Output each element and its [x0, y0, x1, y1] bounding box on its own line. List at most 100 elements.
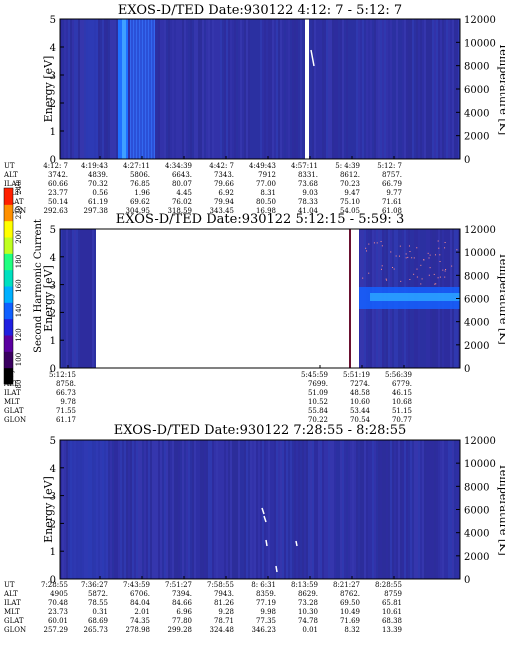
chart-panel-3: 0 1 2 3 4 5 0 2000 4000 6000 8000 10000 12000 Energy …: [3, 423, 505, 634]
spectrogram-stripe: [186, 19, 188, 159]
spectrogram-stripe: [290, 19, 292, 159]
spectrogram-stripe: [202, 440, 204, 579]
table-cell: 8:21:27: [333, 581, 360, 589]
spectrogram-stripe: [174, 440, 176, 579]
noise-dot: [376, 242, 378, 244]
spectrogram-stripe: [432, 440, 434, 579]
spectrogram-stripe: [320, 19, 322, 159]
spectrogram-stripe: [66, 229, 68, 368]
spectrogram-stripe: [266, 19, 268, 159]
right-y-tick-label: 10000: [464, 459, 496, 470]
spectrogram-stripe: [74, 229, 76, 368]
table-row-label: ALT: [3, 171, 18, 179]
spectrogram-stripe: [416, 19, 418, 159]
table-cell: 68.69: [88, 617, 108, 625]
table-cell: 50.14: [48, 198, 69, 206]
table-cell: 80.50: [256, 198, 276, 206]
spectrogram-stripe: [62, 19, 64, 159]
spectrogram-stripe: [450, 440, 452, 579]
spectrogram-stripe: [216, 440, 218, 579]
spectrogram-stripe: [68, 229, 70, 368]
colorbar-segment: [4, 220, 13, 238]
spectrogram-stripe: [326, 19, 328, 159]
spectrogram-stripe: [446, 440, 448, 579]
spectrogram-stripe: [278, 440, 280, 579]
spectrogram-stripe: [376, 440, 378, 579]
spectrogram-stripe: [116, 440, 118, 579]
spectrogram-stripe: [250, 440, 252, 579]
spectrogram-area: [60, 229, 460, 368]
spectrogram-stripe: [206, 440, 208, 579]
table-cell: 8.32: [344, 626, 360, 634]
spectrogram-stripe: [312, 19, 314, 159]
table-cell: 265.73: [84, 626, 109, 634]
spectrogram-stripe: [248, 440, 250, 579]
spectrogram-stripe: [308, 440, 310, 579]
table-cell: 7:43:59: [123, 581, 150, 589]
right-y-tick-label: 6000: [464, 85, 489, 96]
spectrogram-stripe: [90, 229, 92, 368]
spectrogram-stripe: [428, 19, 430, 159]
spectrogram-stripe: [120, 440, 122, 579]
spectrogram-stripe: [158, 440, 160, 579]
spectrogram-stripe: [292, 440, 294, 579]
table-cell: 8612.: [340, 171, 360, 179]
spectrogram-stripe: [264, 19, 266, 159]
chart-title: EXOS-D/TED Date:930122 7:28:55 - 8:28:55: [114, 423, 407, 438]
spectrogram-stripe: [64, 19, 66, 159]
spectrogram-stripe: [346, 19, 348, 159]
spectrogram-stripe: [298, 19, 300, 159]
y-tick-label: 3: [50, 492, 56, 503]
chart-panel-2: 0 1 2 3 4 5 0 2000 4000 6000 8000 10000 12000 Energy …: [3, 181, 505, 424]
spectrogram-stripe: [114, 19, 116, 159]
spectrogram-stripe: [406, 19, 408, 159]
colorbar-tick-label: 140: [15, 304, 23, 317]
spectrogram-stripe: [186, 440, 188, 579]
spectrogram-stripe: [64, 440, 66, 579]
spectrogram-stripe: [402, 19, 404, 159]
spectrogram-stripe: [266, 440, 268, 579]
table-row-label: GLAT: [4, 198, 24, 206]
bright-band-core: [370, 293, 460, 301]
spectrogram-stripe: [118, 440, 120, 579]
spectrogram-stripe: [224, 440, 226, 579]
table-cell: 7699.: [308, 380, 328, 388]
spectrogram-stripe: [412, 440, 414, 579]
table-row-label: UT: [4, 162, 15, 170]
spectrogram-stripe: [260, 19, 262, 159]
table-cell: 10.60: [350, 398, 370, 406]
spectrogram-stripe: [398, 19, 400, 159]
table-cell: 70.22: [308, 416, 328, 424]
spectrogram-stripe: [254, 19, 256, 159]
table-cell: 5:12: 7: [377, 162, 402, 170]
colorbar-segment: [4, 204, 13, 222]
table-cell: 4.45: [176, 189, 192, 197]
spectrogram-stripe: [108, 440, 110, 579]
spectrogram-stripe: [318, 440, 320, 579]
table-row-label: MLT: [4, 608, 20, 616]
spectrogram-stripe: [422, 440, 424, 579]
spectrogram-stripe: [348, 19, 350, 159]
right-y-tick-label: 8000: [464, 62, 489, 73]
spectrogram-stripe: [168, 440, 170, 579]
colorbar-segment: [4, 351, 13, 369]
spectrogram-stripe: [394, 440, 396, 579]
spectrogram-stripe: [70, 229, 72, 368]
table-cell: 74.35: [130, 617, 150, 625]
noise-dot: [428, 274, 430, 276]
spectrogram-stripe: [296, 440, 298, 579]
spectrogram-stripe: [188, 440, 190, 579]
bright-band-core: [122, 19, 126, 159]
spectrogram-stripe: [408, 440, 410, 579]
spectrogram-stripe: [368, 440, 370, 579]
spectrogram-stripe: [60, 440, 62, 579]
colorbar-frame: [3, 187, 14, 385]
noise-dot: [395, 255, 397, 257]
spectrogram-stripe: [200, 440, 202, 579]
table-cell: 2.01: [134, 608, 150, 616]
noise-dot: [398, 255, 400, 257]
table-cell: 75.10: [340, 198, 360, 206]
spectrogram-stripe: [314, 19, 316, 159]
noise-dot: [437, 277, 439, 279]
